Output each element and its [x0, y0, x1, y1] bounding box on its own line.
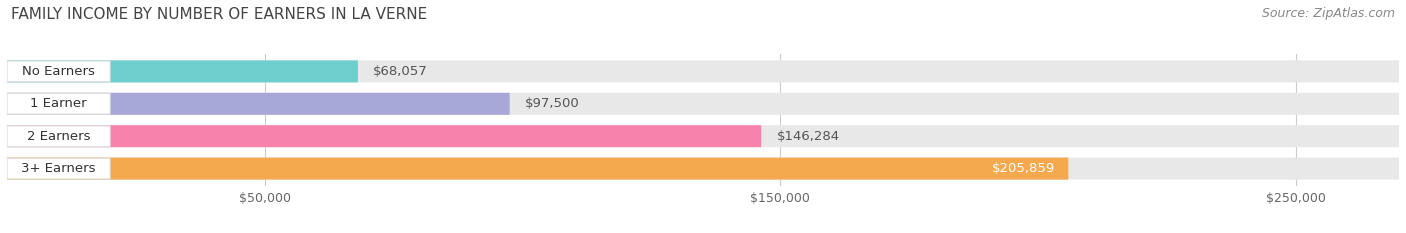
FancyBboxPatch shape: [7, 93, 510, 115]
Text: 2 Earners: 2 Earners: [27, 130, 90, 143]
FancyBboxPatch shape: [7, 125, 1399, 147]
Text: FAMILY INCOME BY NUMBER OF EARNERS IN LA VERNE: FAMILY INCOME BY NUMBER OF EARNERS IN LA…: [11, 7, 427, 22]
Text: No Earners: No Earners: [22, 65, 96, 78]
Text: 1 Earner: 1 Earner: [31, 97, 87, 110]
FancyBboxPatch shape: [7, 93, 110, 114]
FancyBboxPatch shape: [7, 125, 761, 147]
FancyBboxPatch shape: [7, 158, 1069, 180]
Text: $68,057: $68,057: [374, 65, 427, 78]
Text: $205,859: $205,859: [993, 162, 1056, 175]
Text: $146,284: $146,284: [776, 130, 839, 143]
Text: 3+ Earners: 3+ Earners: [21, 162, 96, 175]
Text: Source: ZipAtlas.com: Source: ZipAtlas.com: [1261, 7, 1395, 20]
Text: $97,500: $97,500: [526, 97, 579, 110]
FancyBboxPatch shape: [7, 61, 110, 82]
FancyBboxPatch shape: [7, 158, 1399, 180]
FancyBboxPatch shape: [7, 60, 1399, 82]
FancyBboxPatch shape: [7, 158, 110, 179]
FancyBboxPatch shape: [7, 93, 1399, 115]
FancyBboxPatch shape: [7, 126, 110, 147]
FancyBboxPatch shape: [7, 60, 359, 82]
